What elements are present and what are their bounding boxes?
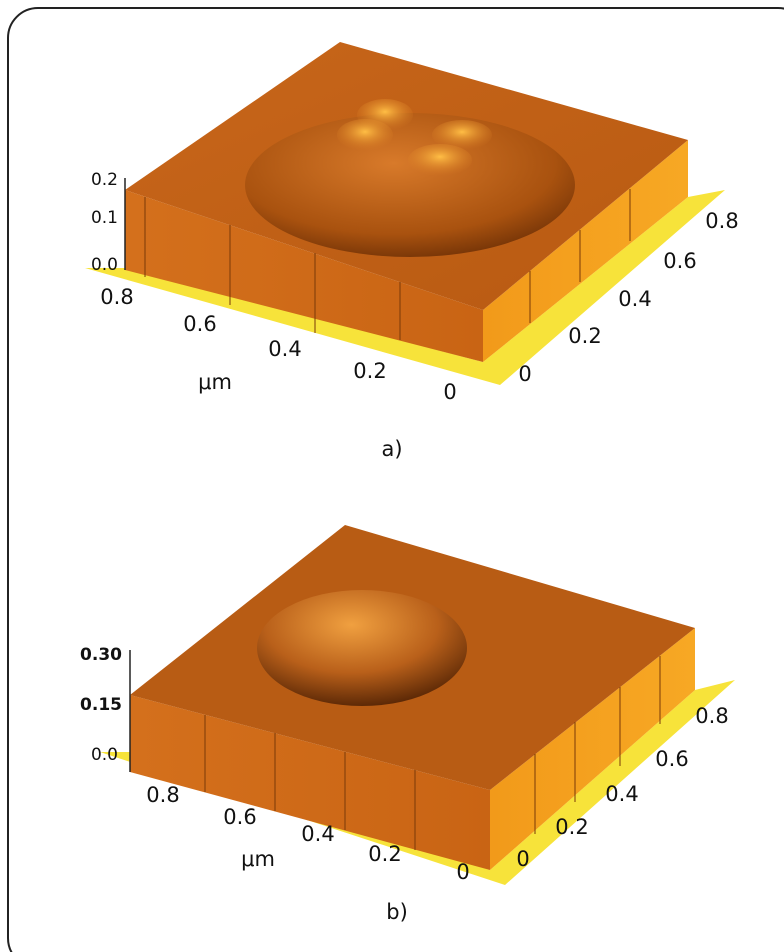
side-face (490, 628, 695, 870)
caption: a) (381, 437, 402, 461)
axis-tick-label: 0 (516, 847, 529, 871)
axis-tick-label: 0.2 (555, 815, 588, 839)
panel-a: 0.2 0.1 0.0 0.8 0.6 0.4 0.2 0 μm 0 0.2 0… (85, 42, 739, 461)
panel-b: 0.30 0.15 0.0 0.8 0.6 0.4 0.2 0 μm 0 0.2… (80, 525, 735, 924)
axis-tick-label: 0.2 (568, 324, 601, 348)
z-tick-label: 0.30 (80, 645, 122, 665)
floor (100, 680, 735, 885)
z-tick-label: 0.15 (80, 695, 122, 715)
axis-tick-label: 0.2 (368, 842, 401, 866)
axis-tick-label: 0.6 (663, 249, 696, 273)
z-tick-label: 0.0 (91, 745, 118, 765)
front-face (125, 190, 483, 362)
axis-unit: μm (198, 370, 232, 394)
peak (337, 119, 393, 151)
axis-tick-label: 0 (518, 362, 531, 386)
axis-tick-label: 0.8 (695, 704, 728, 728)
grid-lines (204, 656, 661, 850)
peak (432, 120, 492, 150)
z-tick-label: 0.1 (91, 208, 118, 228)
axis-tick-label: 0 (456, 860, 469, 884)
axis-tick-label: 0.2 (353, 359, 386, 383)
axis-tick-label: 0.6 (223, 805, 256, 829)
surface-feature (257, 590, 467, 706)
surface-feature (245, 113, 575, 257)
peak (408, 144, 472, 176)
z-tick-label: 0.2 (91, 170, 118, 190)
floor (85, 190, 725, 385)
axis-tick-label: 0.4 (605, 782, 638, 806)
grid-lines (144, 189, 631, 340)
z-tick-label: 0.0 (91, 255, 118, 275)
caption: b) (386, 900, 408, 924)
front-face (130, 695, 490, 870)
frame (7, 7, 784, 952)
axis-unit: μm (241, 847, 275, 871)
axis-tick-label: 0.6 (655, 747, 688, 771)
axis-tick-label: 0.8 (705, 209, 738, 233)
axis-tick-label: 0.6 (183, 312, 216, 336)
axis-tick-label: 0.4 (301, 822, 334, 846)
axis-tick-label: 0 (443, 380, 456, 404)
axis-tick-label: 0.4 (618, 287, 651, 311)
axis-tick-label: 0.8 (146, 783, 179, 807)
axis-tick-label: 0.8 (100, 285, 133, 309)
axis-tick-label: 0.4 (268, 337, 301, 361)
side-face (483, 140, 688, 362)
